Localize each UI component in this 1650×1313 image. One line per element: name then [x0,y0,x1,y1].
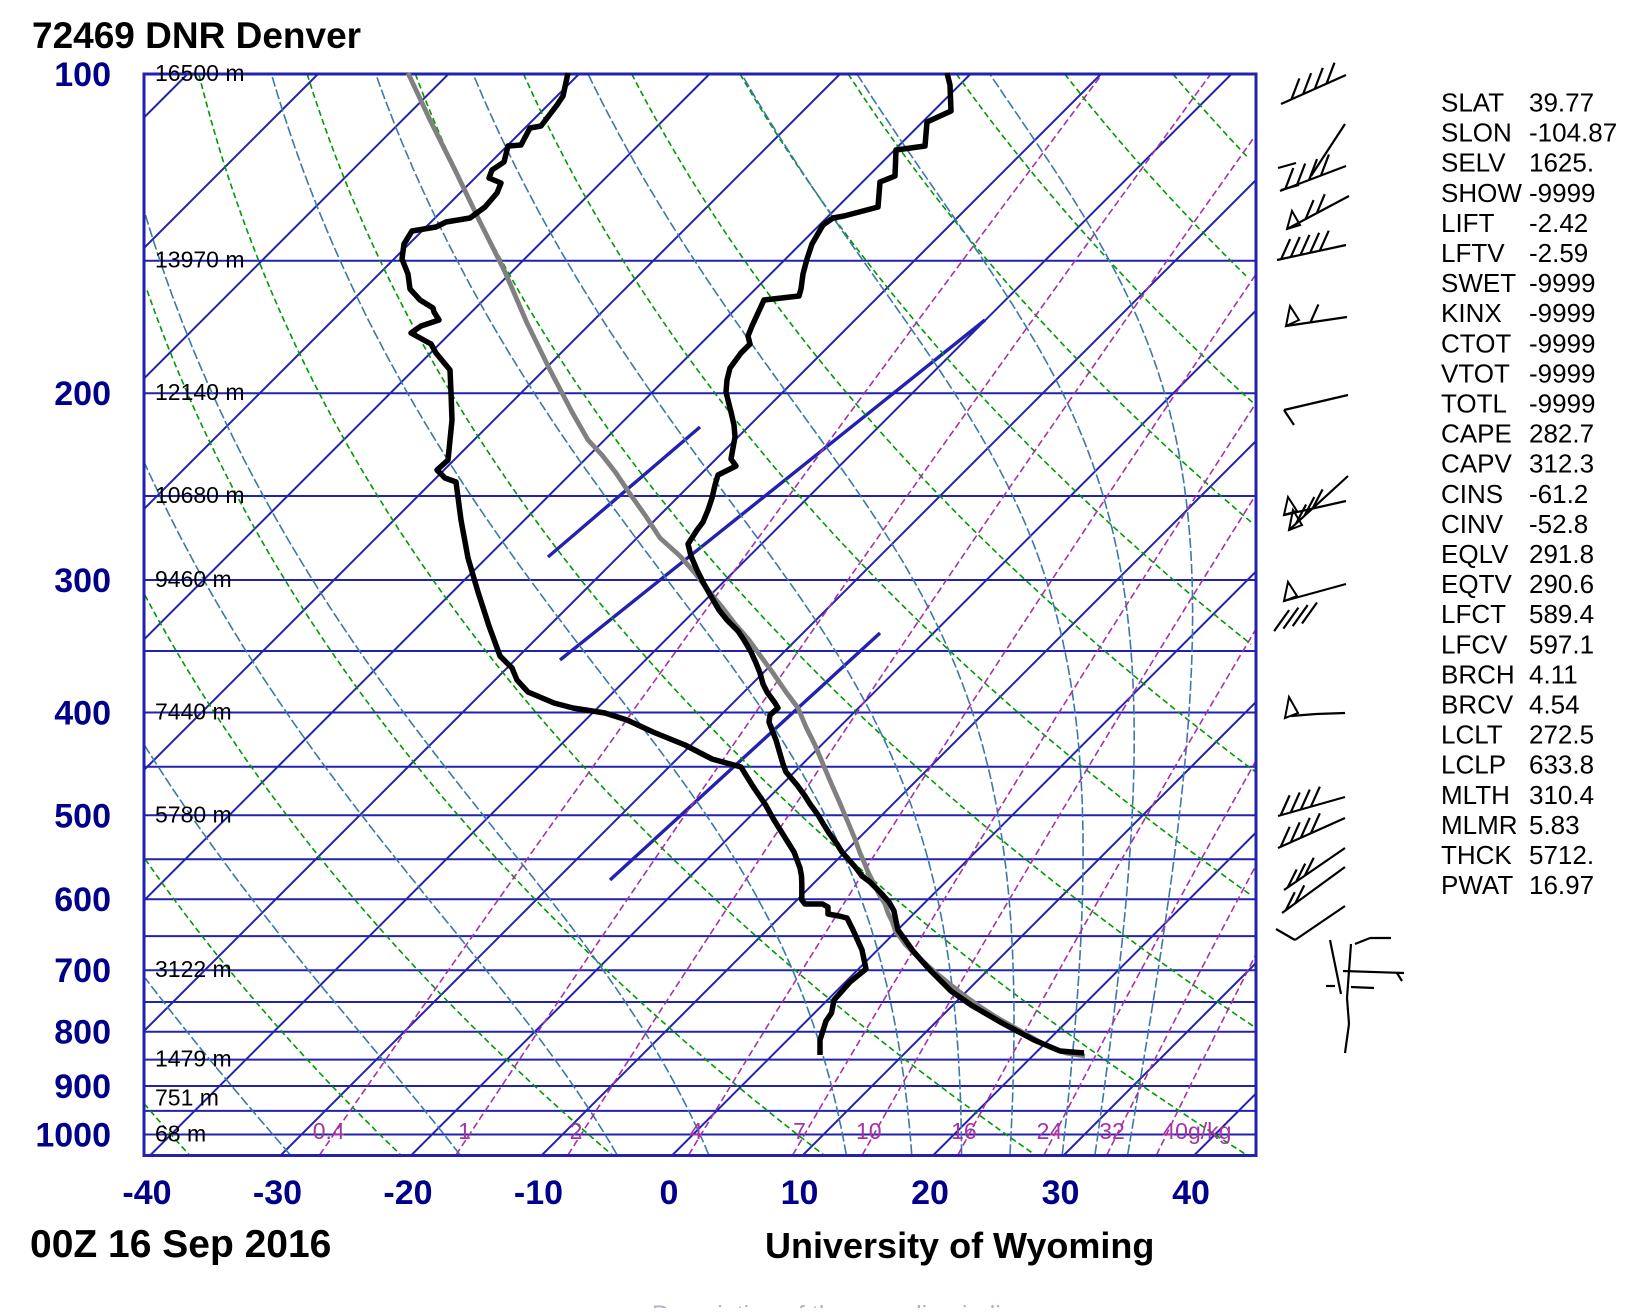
svg-text:13970 m: 13970 m [155,247,245,273]
svg-text:312.3: 312.3 [1529,449,1594,479]
svg-text:TOTL: TOTL [1441,389,1507,419]
svg-text:589.4: 589.4 [1529,599,1594,629]
svg-text:0: 0 [660,1174,679,1212]
svg-text:-9999: -9999 [1529,389,1596,419]
svg-text:EQTV: EQTV [1441,569,1512,599]
svg-text:CINV: CINV [1441,509,1504,539]
svg-text:7440 m: 7440 m [155,698,232,724]
svg-text:800: 800 [54,1014,111,1052]
svg-text:30: 30 [1042,1174,1080,1212]
svg-text:310.4: 310.4 [1529,780,1594,810]
svg-text:1625.: 1625. [1529,148,1594,178]
svg-text:5.83: 5.83 [1529,810,1580,840]
svg-text:0.4: 0.4 [313,1118,345,1144]
svg-text:400: 400 [54,694,111,732]
svg-text:LIFT: LIFT [1441,208,1495,238]
svg-text:00Z 16 Sep 2016: 00Z 16 Sep 2016 [30,1223,331,1266]
svg-text:597.1: 597.1 [1529,629,1594,659]
svg-text:39.77: 39.77 [1529,88,1594,118]
svg-text:290.6: 290.6 [1529,569,1594,599]
svg-text:-104.87: -104.87 [1529,118,1617,148]
svg-text:LFCV: LFCV [1441,629,1508,659]
svg-text:-2.59: -2.59 [1529,238,1588,268]
svg-text:-20: -20 [383,1174,432,1212]
svg-text:100: 100 [54,56,111,94]
svg-text:-9999: -9999 [1529,298,1596,328]
svg-text:72469 DNR Denver: 72469 DNR Denver [32,15,361,56]
svg-text:BRCH: BRCH [1441,659,1515,689]
svg-text:LFTV: LFTV [1441,238,1505,268]
svg-text:MLMR: MLMR [1441,810,1518,840]
svg-text:24: 24 [1037,1118,1063,1144]
svg-text:500: 500 [54,797,111,835]
svg-text:68 m: 68 m [155,1121,206,1147]
svg-text:SLAT: SLAT [1441,88,1504,118]
svg-text:MLTH: MLTH [1441,780,1510,810]
svg-text:2: 2 [570,1118,583,1144]
svg-text:40g/kg: 40g/kg [1162,1118,1231,1144]
svg-text:1479 m: 1479 m [155,1046,232,1072]
svg-text:SLON: SLON [1441,118,1512,148]
svg-text:CAPE: CAPE [1441,419,1512,449]
svg-text:32: 32 [1099,1118,1125,1144]
svg-text:282.7: 282.7 [1529,419,1594,449]
svg-text:LCLT: LCLT [1441,720,1503,750]
svg-text:-9999: -9999 [1529,328,1596,358]
svg-text:BRCV: BRCV [1441,690,1514,720]
svg-text:SHOW: SHOW [1441,178,1522,208]
svg-text:PWAT: PWAT [1441,870,1513,900]
svg-text:SWET: SWET [1441,268,1516,298]
svg-text:5712.: 5712. [1529,840,1594,870]
svg-text:Description of the sounding in: Description of the sounding indices [652,1301,1040,1308]
svg-text:CAPV: CAPV [1441,449,1512,479]
svg-text:291.8: 291.8 [1529,539,1594,569]
svg-text:1: 1 [458,1118,471,1144]
svg-text:SELV: SELV [1441,148,1506,178]
svg-text:9460 m: 9460 m [155,566,232,592]
svg-text:200: 200 [54,375,111,413]
svg-text:-61.2: -61.2 [1529,479,1588,509]
svg-text:3122 m: 3122 m [155,956,232,982]
svg-text:-40: -40 [122,1174,171,1212]
svg-text:1000: 1000 [35,1117,111,1155]
svg-text:700: 700 [54,952,111,990]
svg-text:-30: -30 [253,1174,302,1212]
svg-text:16: 16 [951,1118,977,1144]
svg-text:16500 m: 16500 m [155,60,245,86]
svg-text:-9999: -9999 [1529,268,1596,298]
svg-text:7: 7 [793,1118,806,1144]
svg-text:5780 m: 5780 m [155,801,232,827]
svg-text:751 m: 751 m [155,1085,219,1111]
svg-text:10: 10 [856,1118,882,1144]
svg-text:10680 m: 10680 m [155,482,245,508]
svg-text:LFCT: LFCT [1441,599,1506,629]
svg-text:4.11: 4.11 [1529,659,1578,689]
svg-text:4.54: 4.54 [1529,690,1580,720]
svg-text:KINX: KINX [1441,298,1502,328]
svg-text:900: 900 [54,1068,111,1106]
svg-text:300: 300 [54,562,111,600]
svg-text:-52.8: -52.8 [1529,509,1588,539]
svg-text:-2.42: -2.42 [1529,208,1588,238]
svg-text:12140 m: 12140 m [155,379,245,405]
svg-text:LCLP: LCLP [1441,750,1506,780]
svg-text:CINS: CINS [1441,479,1503,509]
svg-text:-9999: -9999 [1529,358,1596,388]
svg-text:10: 10 [781,1174,819,1212]
svg-text:VTOT: VTOT [1441,358,1510,388]
svg-text:20: 20 [911,1174,949,1212]
svg-text:16.97: 16.97 [1529,870,1594,900]
svg-text:40: 40 [1172,1174,1210,1212]
svg-text:-10: -10 [514,1174,563,1212]
svg-text:633.8: 633.8 [1529,750,1594,780]
svg-text:4: 4 [690,1118,703,1144]
svg-text:CTOT: CTOT [1441,328,1511,358]
svg-text:THCK: THCK [1441,840,1512,870]
svg-text:EQLV: EQLV [1441,539,1509,569]
svg-text:600: 600 [54,881,111,919]
svg-text:University of Wyoming: University of Wyoming [765,1225,1154,1266]
svg-text:-9999: -9999 [1529,178,1596,208]
svg-text:272.5: 272.5 [1529,720,1594,750]
